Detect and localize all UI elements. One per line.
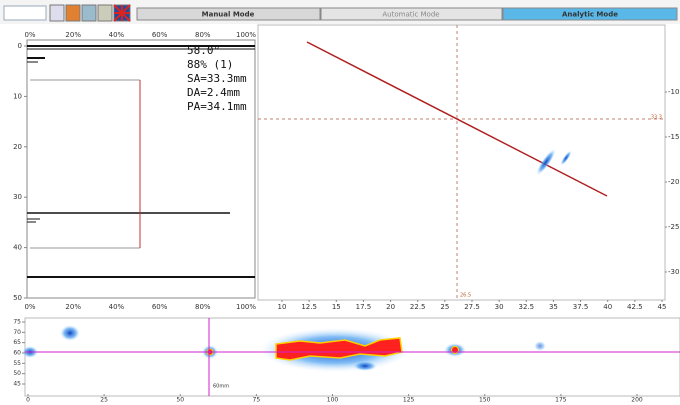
x-tick-label: 100%: [236, 31, 256, 39]
screen: Manual Mode Automatic Mode Analytic Mode…: [0, 0, 680, 405]
x-tick-label: 20: [386, 303, 395, 311]
x-tick-label: 150: [479, 397, 491, 404]
x-tick-label: 25: [440, 303, 449, 311]
x-tick-label: 32.5: [518, 303, 534, 311]
sector-frame: [258, 25, 665, 300]
x-tick-label: 60%: [152, 31, 168, 39]
x-tick-label: 35: [549, 303, 558, 311]
readout: DA=2.4mm: [187, 86, 240, 99]
y-tick-label: 50: [13, 370, 21, 377]
x-tick-label: 50: [176, 397, 184, 404]
y-tick-label: 40: [13, 244, 22, 252]
y-tick-label: 10: [13, 92, 22, 100]
y-tick-label: -15: [668, 133, 679, 141]
x-tick-label: 100: [327, 397, 339, 404]
x-tick-label: 40%: [109, 303, 125, 311]
icon[interactable]: [98, 5, 112, 21]
x-tick-label: 22.5: [410, 303, 426, 311]
x-tick-label: 37.5: [573, 303, 589, 311]
flag-cross: [114, 5, 130, 21]
x-tick-label: 200: [631, 397, 643, 404]
x-tick-label: 27.5: [464, 303, 480, 311]
x-tick-label: 40: [603, 303, 612, 311]
readout: PA=34.1mm: [187, 100, 247, 113]
x-tick-label: 10: [278, 303, 287, 311]
x-tick-label: 25: [100, 397, 108, 404]
readout: 88% (1): [187, 58, 233, 71]
x-tick-label: 15: [332, 303, 341, 311]
x-tick-label: 40%: [109, 31, 125, 39]
y-tick-label: 70: [13, 329, 21, 336]
cursor-label: 60mm: [213, 384, 229, 390]
y-tick-label: 30: [13, 193, 22, 201]
x-tick-label: 20%: [65, 303, 81, 311]
icon[interactable]: [66, 5, 80, 21]
y-tick-label: 55: [13, 360, 21, 367]
cursor-label: 26.5: [460, 293, 471, 299]
tab-label[interactable]: Analytic Mode: [562, 11, 618, 19]
x-tick-label: 42.5: [627, 303, 643, 311]
x-tick-label: 60%: [152, 303, 168, 311]
x-tick-label: 80%: [195, 31, 211, 39]
x-tick-label: 125: [403, 397, 415, 404]
cursor-label: 33.3: [651, 115, 662, 121]
y-tick-label: -20: [668, 178, 679, 186]
y-tick-label: 50: [13, 294, 22, 302]
tab-label[interactable]: Automatic Mode: [382, 11, 439, 19]
x-tick-label: 100%: [236, 303, 256, 311]
icon[interactable]: [50, 5, 64, 21]
tab-label[interactable]: Manual Mode: [202, 11, 255, 19]
x-tick-label: 12.5: [301, 303, 317, 311]
x-tick-label: 0: [26, 397, 30, 404]
y-tick-label: 0: [18, 42, 22, 50]
x-tick-label: 75: [253, 397, 261, 404]
icon[interactable]: [82, 5, 96, 21]
x-tick-label: 80%: [195, 303, 211, 311]
y-tick-label: -10: [668, 88, 679, 96]
y-tick-label: 45: [13, 381, 21, 388]
logo: [4, 6, 46, 20]
y-tick-label: 20: [13, 143, 22, 151]
x-tick-label: 0%: [24, 303, 35, 311]
readout: SA=33.3mm: [187, 72, 247, 85]
readout: 58.0°: [187, 44, 220, 57]
y-tick-label: -30: [668, 268, 679, 276]
x-tick-label: 20%: [65, 31, 81, 39]
y-tick-label: -25: [668, 223, 679, 231]
x-tick-label: 0%: [24, 31, 35, 39]
x-tick-label: 17.5: [356, 303, 372, 311]
y-tick-label: 75: [13, 319, 21, 326]
y-tick-label: 60: [13, 350, 21, 357]
x-tick-label: 45: [658, 303, 667, 311]
y-tick-label: 65: [13, 339, 21, 346]
x-tick-label: 175: [555, 397, 567, 404]
x-tick-label: 30: [495, 303, 504, 311]
